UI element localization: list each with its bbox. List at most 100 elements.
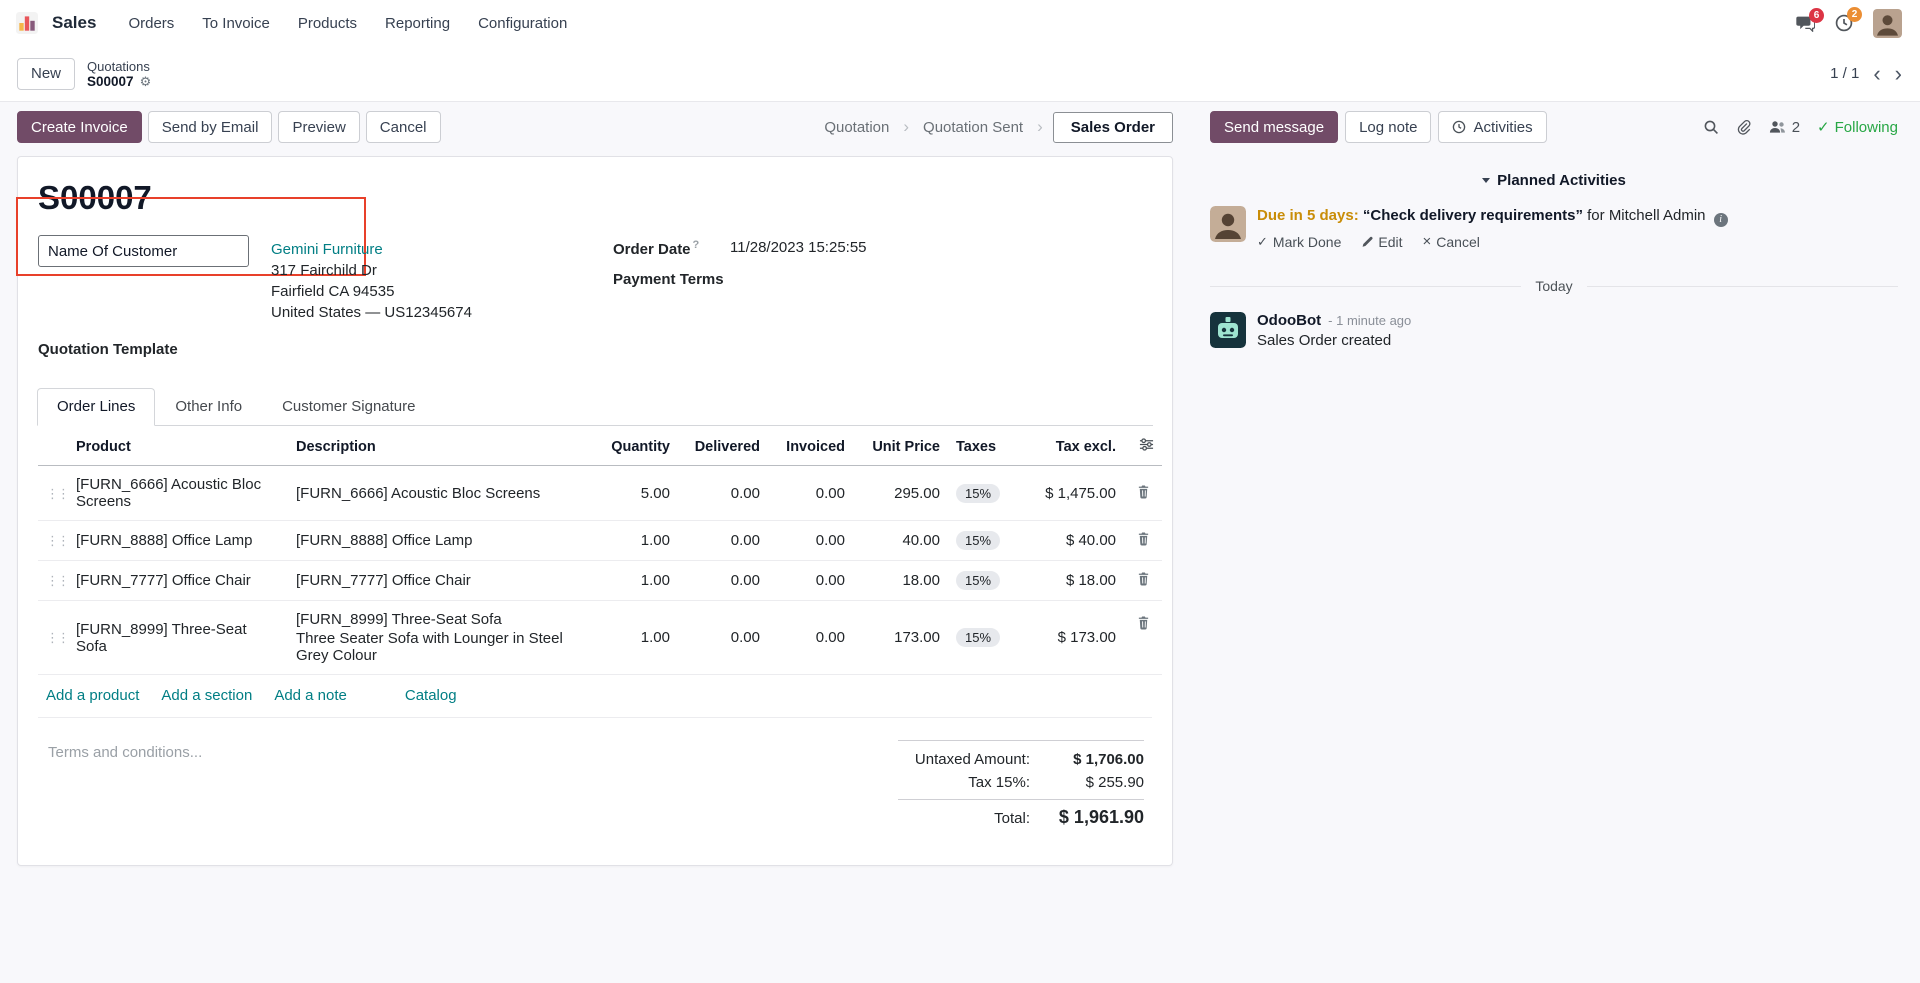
attachments-icon[interactable] [1736,119,1751,135]
cell-delivered[interactable]: 0.00 [678,465,768,521]
drag-handle-icon[interactable]: ⋮⋮ [46,533,70,548]
terms-placeholder[interactable]: Terms and conditions... [48,744,203,761]
delete-row-icon[interactable] [1137,615,1150,630]
menu-orders[interactable]: Orders [128,14,175,32]
cell-delivered[interactable]: 0.00 [678,520,768,561]
table-row[interactable]: ⋮⋮ [FURN_8999] Three-Seat Sofa [FURN_899… [38,600,1162,675]
cell-invoiced[interactable]: 0.00 [768,465,853,521]
cell-description[interactable]: [FURN_8888] Office Lamp [288,520,593,561]
activity-avatar[interactable] [1210,206,1246,242]
partner-block: Gemini Furniture 317 Fairchild Dr Fairfi… [271,239,472,323]
tax-badge[interactable]: 15% [956,483,1001,503]
cell-product[interactable]: [FURN_8888] Office Lamp [68,520,288,561]
description-variant: Three Seater Sofa with Lounger in Steel … [296,630,563,664]
cell-delivered[interactable]: 0.00 [678,560,768,601]
optional-columns-icon[interactable] [1124,426,1162,466]
add-section-link[interactable]: Add a section [161,687,253,704]
search-messages-icon[interactable] [1703,119,1719,135]
cell-quantity[interactable]: 1.00 [593,560,678,601]
cell-delivered[interactable]: 0.00 [678,600,768,675]
cell-product[interactable]: [FURN_8999] Three-Seat Sofa [68,600,288,675]
activities-clock-icon[interactable]: 2 [1835,7,1862,32]
catalog-link[interactable]: Catalog [404,687,457,704]
cell-product[interactable]: [FURN_7777] Office Chair [68,560,288,601]
messages-icon[interactable]: 6 [1796,7,1824,32]
add-product-link[interactable]: Add a product [46,687,140,704]
tax-badge[interactable]: 15% [956,531,1001,550]
activities-button[interactable]: Activities [1438,111,1547,143]
sales-app-icon[interactable] [16,12,38,34]
send-by-email-button[interactable]: Send by Email [147,111,273,143]
message-author[interactable]: OdooBot [1257,312,1322,329]
header-taxes[interactable]: Taxes [948,426,1018,466]
tax-badge[interactable]: 15% [956,628,1001,647]
menu-products[interactable]: Products [297,14,358,32]
menu-to-invoice[interactable]: To Invoice [202,14,270,32]
header-product[interactable]: Product [68,426,288,466]
drag-handle-icon[interactable]: ⋮⋮ [46,485,70,501]
header-description[interactable]: Description [288,426,593,466]
edit-activity-button[interactable]: Edit [1361,233,1403,250]
header-tax-excl[interactable]: Tax excl. [1018,426,1124,466]
followers-icon[interactable]: 2 [1768,119,1800,136]
cell-description[interactable]: [FURN_7777] Office Chair [288,560,593,601]
cell-quantity[interactable]: 1.00 [593,520,678,561]
cell-invoiced[interactable]: 0.00 [768,600,853,675]
new-button[interactable]: New [17,57,76,90]
odoobot-avatar[interactable] [1210,312,1246,348]
table-row[interactable]: ⋮⋮ [FURN_6666] Acoustic Bloc Screens [FU… [38,465,1162,521]
status-quotation-sent[interactable]: Quotation Sent [923,118,1024,136]
status-quotation[interactable]: Quotation [824,118,890,136]
cancel-activity-button[interactable]: × Cancel [1422,233,1480,250]
cell-unit-price[interactable]: 173.00 [853,600,948,675]
header-quantity[interactable]: Quantity [593,426,678,466]
tax-badge[interactable]: 15% [956,571,1001,590]
table-row[interactable]: ⋮⋮ [FURN_8888] Office Lamp [FURN_8888] O… [38,520,1162,561]
cell-quantity[interactable]: 1.00 [593,600,678,675]
tab-other-info[interactable]: Other Info [175,398,243,415]
delete-row-icon[interactable] [1137,531,1150,546]
status-sales-order[interactable]: Sales Order [1052,111,1173,143]
table-row[interactable]: ⋮⋮ [FURN_7777] Office Chair [FURN_7777] … [38,560,1162,601]
header-unit-price[interactable]: Unit Price [853,426,948,466]
tab-customer-signature[interactable]: Customer Signature [282,398,416,415]
info-icon[interactable]: i [1713,213,1728,227]
cell-description[interactable]: [FURN_6666] Acoustic Bloc Screens [288,465,593,521]
cell-description[interactable]: [FURN_8999] Three-Seat Sofa Three Seater… [288,600,593,675]
actions-gear-icon[interactable]: ⚙ [139,73,152,89]
app-brand[interactable]: Sales [52,13,97,32]
order-date-value[interactable]: 11/28/2023 15:25:55 [730,239,867,256]
delete-row-icon[interactable] [1137,484,1150,499]
menu-configuration[interactable]: Configuration [478,14,568,32]
delete-row-icon[interactable] [1137,571,1150,586]
cell-unit-price[interactable]: 18.00 [853,560,948,601]
header-delivered[interactable]: Delivered [678,426,768,466]
pager-next-icon[interactable]: › [1894,60,1902,86]
preview-button[interactable]: Preview [278,111,360,143]
log-note-button[interactable]: Log note [1345,111,1432,143]
cell-invoiced[interactable]: 0.00 [768,560,853,601]
tab-order-lines[interactable]: Order Lines [37,388,156,426]
menu-reporting[interactable]: Reporting [385,14,451,32]
form-sheet: S00007 Gemini Furniture 317 Fairchild Dr… [16,156,1173,866]
user-avatar[interactable] [1873,8,1902,38]
breadcrumb-quotations[interactable]: Quotations [87,58,150,74]
following-button[interactable]: ✓ Following [1817,118,1898,137]
cell-unit-price[interactable]: 40.00 [853,520,948,561]
cell-product[interactable]: [FURN_6666] Acoustic Bloc Screens [68,465,288,521]
cell-invoiced[interactable]: 0.00 [768,520,853,561]
partner-link[interactable]: Gemini Furniture [271,241,383,258]
pager-previous-icon[interactable]: ‹ [1873,60,1881,86]
cell-unit-price[interactable]: 295.00 [853,465,948,521]
create-invoice-button[interactable]: Create Invoice [17,111,142,143]
cell-quantity[interactable]: 5.00 [593,465,678,521]
drag-handle-icon[interactable]: ⋮⋮ [46,573,70,588]
header-invoiced[interactable]: Invoiced [768,426,853,466]
drag-handle-icon[interactable]: ⋮⋮ [46,630,70,645]
send-message-button[interactable]: Send message [1210,111,1339,143]
mark-done-button[interactable]: ✓ Mark Done [1257,233,1342,250]
add-note-link[interactable]: Add a note [274,687,347,704]
cancel-button[interactable]: Cancel [365,111,441,143]
customer-input[interactable] [38,235,249,267]
planned-activities-header[interactable]: Planned Activities [1210,172,1898,189]
